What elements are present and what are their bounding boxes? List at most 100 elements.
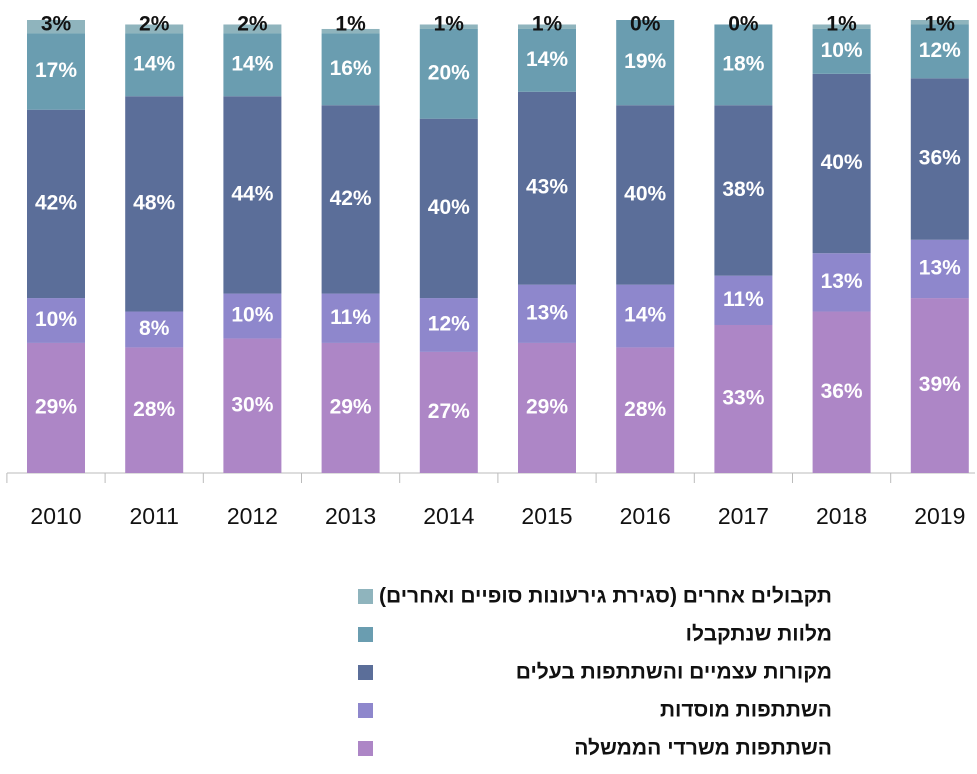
legend-swatch xyxy=(358,741,373,756)
bar-segment xyxy=(321,342,380,473)
bar-segment xyxy=(125,96,184,312)
x-tick-label: 2017 xyxy=(718,503,769,529)
bar-segment xyxy=(910,298,969,473)
bar-segment xyxy=(419,28,478,119)
bar-segment xyxy=(812,28,871,74)
x-tick-label: 2010 xyxy=(30,503,81,529)
bar-segment xyxy=(714,275,773,325)
value-label: 29% xyxy=(330,396,372,419)
legend-label: מלוות שנתקבלו xyxy=(686,623,832,646)
bar-segment xyxy=(419,24,478,29)
value-label: 1% xyxy=(335,13,366,36)
bar-segment xyxy=(518,284,576,343)
x-tick-label: 2018 xyxy=(816,503,867,529)
bar-segment xyxy=(910,24,969,79)
bar-segment xyxy=(223,24,282,34)
bar-segment xyxy=(910,78,969,240)
value-label: 38% xyxy=(722,178,764,201)
bar-segment xyxy=(223,96,282,294)
value-label: 43% xyxy=(526,176,568,199)
value-label: 14% xyxy=(231,52,273,75)
bar-segment xyxy=(616,105,675,285)
value-label: 42% xyxy=(35,191,77,214)
legend-swatch xyxy=(358,589,373,604)
bar-segment xyxy=(321,33,380,106)
value-label: 39% xyxy=(919,373,961,396)
x-tick-label: 2014 xyxy=(423,503,474,529)
bar-segment xyxy=(419,351,478,473)
legend-swatch xyxy=(358,703,373,718)
value-label: 14% xyxy=(526,48,568,71)
value-label: 28% xyxy=(624,398,666,421)
bar-segment xyxy=(223,338,282,473)
bar-segment xyxy=(518,24,576,29)
value-label: 40% xyxy=(624,182,666,205)
value-label: 12% xyxy=(919,39,961,62)
bar-segment xyxy=(125,311,184,348)
x-tick-label: 2012 xyxy=(227,503,278,529)
bar-segment xyxy=(812,253,871,312)
value-label: 40% xyxy=(428,196,470,219)
value-label: 11% xyxy=(723,288,764,311)
value-label: 44% xyxy=(231,182,273,205)
value-label: 10% xyxy=(231,304,273,327)
value-label: 12% xyxy=(428,313,470,336)
value-label: 29% xyxy=(35,396,77,419)
bar-segment xyxy=(125,24,184,34)
legend-label: מקורות עצמיים והשתתפות בעלים xyxy=(516,661,832,684)
bar-segment xyxy=(812,73,871,254)
bar-segment xyxy=(419,118,478,299)
value-label: 13% xyxy=(919,256,961,279)
legend-label: תקבולים אחרים (סגירת גירעונות סופיים ואח… xyxy=(379,585,832,608)
value-label: 17% xyxy=(35,59,77,82)
x-tick-label: 2019 xyxy=(914,503,965,529)
bar-segment xyxy=(223,293,282,339)
value-label: 1% xyxy=(434,13,465,36)
value-label: 19% xyxy=(624,50,666,73)
value-label: 36% xyxy=(919,147,961,170)
value-label: 1% xyxy=(925,13,956,36)
bar-segment xyxy=(616,284,675,348)
value-label: 2% xyxy=(237,13,268,36)
bar-segment xyxy=(27,109,85,299)
legend-swatch xyxy=(358,627,373,642)
value-label: 10% xyxy=(821,39,863,62)
value-label: 0% xyxy=(630,13,661,36)
value-label: 28% xyxy=(133,398,175,421)
bar-segment xyxy=(223,33,282,97)
x-tick-label: 2016 xyxy=(620,503,671,529)
value-label: 20% xyxy=(428,61,470,84)
bar-segment xyxy=(125,33,184,97)
value-label: 8% xyxy=(139,317,170,340)
value-label: 48% xyxy=(133,191,175,214)
bar-segment xyxy=(518,342,576,473)
value-label: 0% xyxy=(728,13,759,36)
value-label: 40% xyxy=(821,151,863,174)
bar-segment xyxy=(616,20,675,106)
bar-segment xyxy=(518,28,576,92)
bar-segment xyxy=(812,24,871,29)
value-label: 3% xyxy=(41,13,72,36)
bar-segment xyxy=(321,293,380,343)
bar-segment xyxy=(27,342,85,473)
legend-label: השתתפות משרדי הממשלה xyxy=(574,737,832,760)
bar-segment xyxy=(812,311,871,473)
value-label: 1% xyxy=(532,13,563,36)
value-label: 10% xyxy=(35,308,77,331)
bar-segment xyxy=(616,347,675,473)
value-label: 2% xyxy=(139,13,170,36)
value-label: 14% xyxy=(133,52,175,75)
bar-segment xyxy=(125,347,184,473)
bar-segment xyxy=(714,324,773,473)
legend-label: השתתפות מוסדות xyxy=(660,699,832,722)
bar-segment xyxy=(321,105,380,294)
value-label: 13% xyxy=(821,270,863,293)
value-label: 30% xyxy=(231,393,273,416)
bar-segment xyxy=(714,24,773,106)
value-label: 27% xyxy=(428,400,470,423)
bar-segment xyxy=(518,91,576,285)
value-label: 11% xyxy=(330,306,371,329)
value-label: 36% xyxy=(821,380,863,403)
value-label: 1% xyxy=(826,13,857,36)
